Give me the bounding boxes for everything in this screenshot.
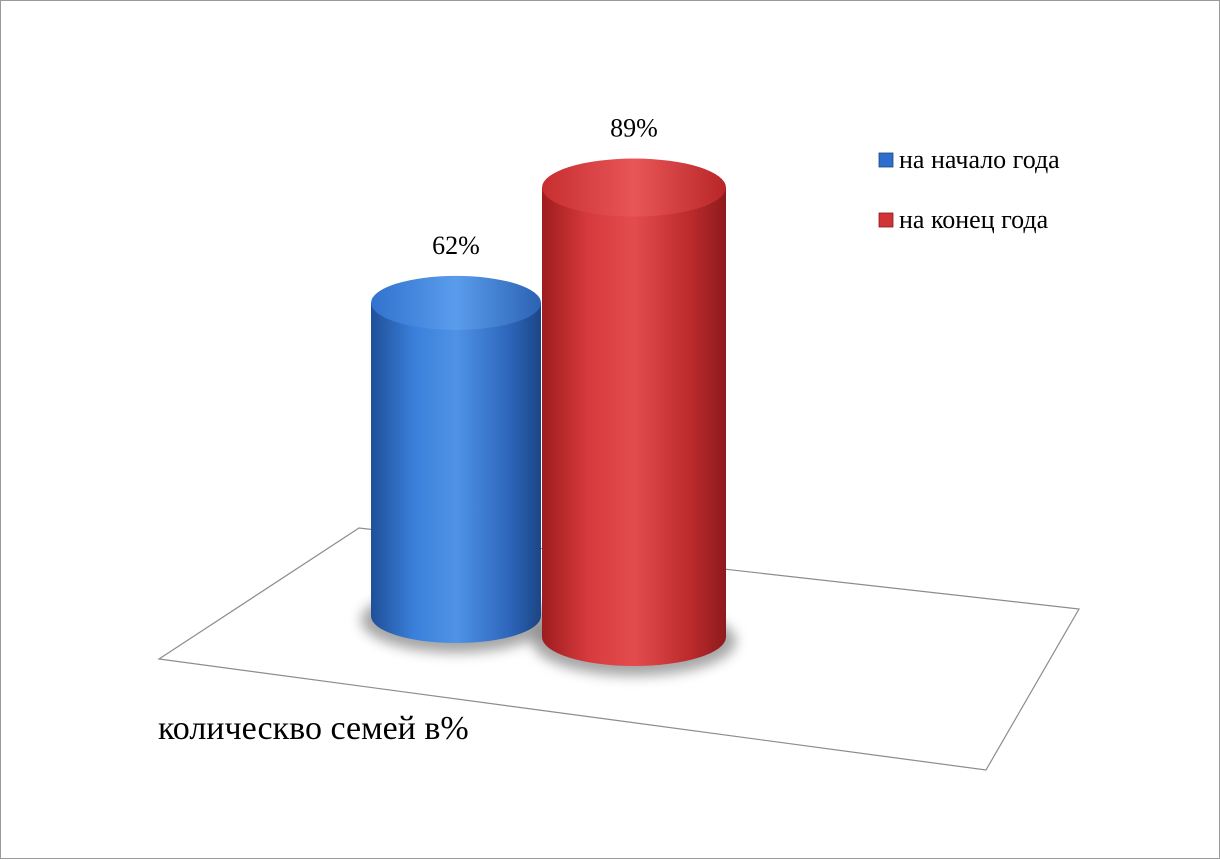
bars-layer xyxy=(361,158,736,676)
legend-item-1: на конец года xyxy=(878,205,1049,234)
labels-layer: 62% 89% xyxy=(432,114,658,260)
bar-body-1 xyxy=(542,187,726,667)
legend-label-1: на конец года xyxy=(899,205,1049,234)
legend-swatch-0 xyxy=(878,152,894,168)
bar-1 xyxy=(532,158,736,676)
value-label-1: 89% xyxy=(610,114,658,143)
category-label: колическво семей в% xyxy=(158,710,469,747)
bar-top-0 xyxy=(371,275,541,330)
bar-body-0 xyxy=(371,302,541,643)
legend: на начало года на конец года xyxy=(878,145,1060,234)
bar-0 xyxy=(361,275,551,653)
legend-swatch-1 xyxy=(878,212,894,228)
bar-top-1 xyxy=(542,158,726,217)
legend-item-0: на начало года xyxy=(878,145,1060,174)
legend-label-0: на начало года xyxy=(899,145,1060,174)
value-label-0: 62% xyxy=(432,231,480,260)
